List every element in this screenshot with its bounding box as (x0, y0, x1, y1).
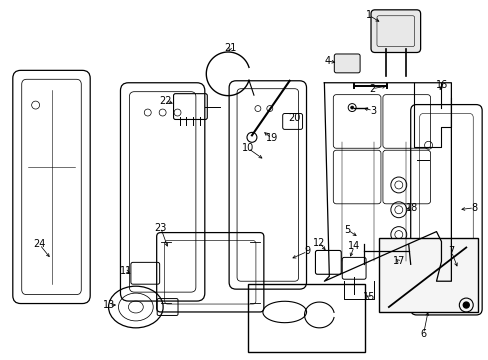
Text: 23: 23 (154, 222, 166, 233)
Text: 5: 5 (344, 225, 349, 235)
Text: 1: 1 (365, 10, 371, 20)
Text: 20: 20 (288, 113, 300, 123)
FancyBboxPatch shape (334, 54, 359, 73)
Text: 8: 8 (470, 203, 476, 213)
Text: 11: 11 (120, 266, 132, 276)
Text: 13: 13 (102, 300, 115, 310)
Text: 6: 6 (420, 329, 426, 339)
Text: 19: 19 (265, 133, 277, 143)
Text: 17: 17 (392, 256, 404, 266)
Text: 14: 14 (347, 242, 360, 252)
Circle shape (350, 106, 353, 109)
FancyBboxPatch shape (370, 10, 420, 53)
Text: 10: 10 (242, 143, 254, 153)
Text: 3: 3 (369, 105, 375, 116)
Text: 7: 7 (447, 247, 453, 256)
Text: 21: 21 (224, 43, 236, 53)
Bar (247, 284, 365, 352)
Text: 24: 24 (33, 239, 46, 249)
Bar (378, 238, 477, 312)
Circle shape (462, 302, 468, 308)
Text: 16: 16 (435, 80, 447, 90)
Text: 22: 22 (159, 96, 171, 105)
Text: 18: 18 (405, 203, 417, 213)
Text: 12: 12 (313, 238, 325, 248)
Text: 2: 2 (368, 84, 374, 94)
Text: 4: 4 (324, 56, 330, 66)
Text: 9: 9 (304, 247, 310, 256)
Text: 15: 15 (362, 292, 374, 302)
